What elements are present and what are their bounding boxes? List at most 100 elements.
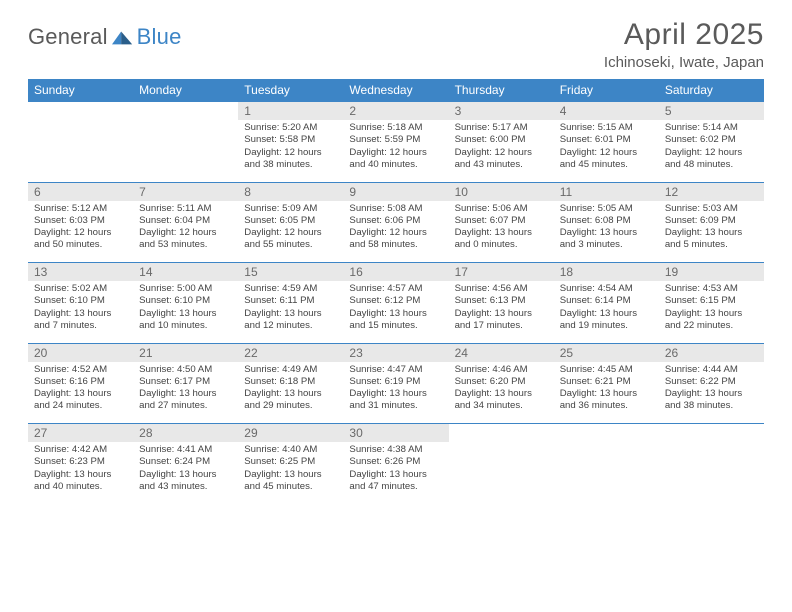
- sunrise-line: Sunrise: 5:11 AM: [139, 203, 232, 215]
- sunrise-line: Sunrise: 5:06 AM: [455, 203, 548, 215]
- sunrise-line: Sunrise: 5:09 AM: [244, 203, 337, 215]
- brand-text-2: Blue: [137, 24, 182, 50]
- day-body-row: Sunrise: 4:42 AMSunset: 6:23 PMDaylight:…: [28, 442, 764, 504]
- day-number: 30: [343, 424, 448, 443]
- sunset-line: Sunset: 6:24 PM: [139, 456, 232, 468]
- day-cell: Sunrise: 5:14 AMSunset: 6:02 PMDaylight:…: [659, 120, 764, 182]
- month-title: April 2025: [604, 18, 764, 52]
- sunset-line: Sunset: 6:10 PM: [139, 295, 232, 307]
- sunrise-line: Sunrise: 5:17 AM: [455, 122, 548, 134]
- sunset-line: Sunset: 6:20 PM: [455, 376, 548, 388]
- day-number: 18: [554, 263, 659, 282]
- daylight-line: Daylight: 13 hours and 29 minutes.: [244, 388, 337, 413]
- daylight-line: Daylight: 12 hours and 53 minutes.: [139, 227, 232, 252]
- daylight-line: Daylight: 13 hours and 19 minutes.: [560, 308, 653, 333]
- day-number: 6: [28, 182, 133, 201]
- daylight-line: Daylight: 13 hours and 34 minutes.: [455, 388, 548, 413]
- daylight-line: Daylight: 12 hours and 48 minutes.: [665, 147, 758, 172]
- day-cell: Sunrise: 4:57 AMSunset: 6:12 PMDaylight:…: [343, 281, 448, 343]
- sunrise-line: Sunrise: 4:46 AM: [455, 364, 548, 376]
- day-number: 5: [659, 102, 764, 121]
- sunrise-line: Sunrise: 4:53 AM: [665, 283, 758, 295]
- day-cell: Sunrise: 4:44 AMSunset: 6:22 PMDaylight:…: [659, 362, 764, 424]
- sunrise-line: Sunrise: 5:03 AM: [665, 203, 758, 215]
- day-cell: Sunrise: 5:00 AMSunset: 6:10 PMDaylight:…: [133, 281, 238, 343]
- daylight-line: Daylight: 13 hours and 43 minutes.: [139, 469, 232, 494]
- weekday-header-row: Sunday Monday Tuesday Wednesday Thursday…: [28, 79, 764, 102]
- day-number-row: 27282930: [28, 424, 764, 443]
- day-cell: Sunrise: 5:05 AMSunset: 6:08 PMDaylight:…: [554, 201, 659, 263]
- daylight-line: Daylight: 13 hours and 15 minutes.: [349, 308, 442, 333]
- day-cell: Sunrise: 4:45 AMSunset: 6:21 PMDaylight:…: [554, 362, 659, 424]
- daylight-line: Daylight: 13 hours and 3 minutes.: [560, 227, 653, 252]
- daylight-line: Daylight: 12 hours and 38 minutes.: [244, 147, 337, 172]
- day-number-row: 6789101112: [28, 182, 764, 201]
- sunset-line: Sunset: 6:06 PM: [349, 215, 442, 227]
- daylight-line: Daylight: 12 hours and 43 minutes.: [455, 147, 548, 172]
- daylight-line: Daylight: 13 hours and 24 minutes.: [34, 388, 127, 413]
- sunrise-line: Sunrise: 5:15 AM: [560, 122, 653, 134]
- sunset-line: Sunset: 6:19 PM: [349, 376, 442, 388]
- day-cell: Sunrise: 5:17 AMSunset: 6:00 PMDaylight:…: [449, 120, 554, 182]
- calendar-table: Sunday Monday Tuesday Wednesday Thursday…: [28, 79, 764, 504]
- daylight-line: Daylight: 13 hours and 40 minutes.: [34, 469, 127, 494]
- sunset-line: Sunset: 6:26 PM: [349, 456, 442, 468]
- day-cell: Sunrise: 4:52 AMSunset: 6:16 PMDaylight:…: [28, 362, 133, 424]
- sunset-line: Sunset: 6:00 PM: [455, 134, 548, 146]
- day-cell: Sunrise: 5:02 AMSunset: 6:10 PMDaylight:…: [28, 281, 133, 343]
- day-cell: Sunrise: 4:53 AMSunset: 6:15 PMDaylight:…: [659, 281, 764, 343]
- day-cell: Sunrise: 4:41 AMSunset: 6:24 PMDaylight:…: [133, 442, 238, 504]
- day-number: 15: [238, 263, 343, 282]
- sunset-line: Sunset: 6:07 PM: [455, 215, 548, 227]
- day-cell: Sunrise: 4:59 AMSunset: 6:11 PMDaylight:…: [238, 281, 343, 343]
- day-body-row: Sunrise: 5:12 AMSunset: 6:03 PMDaylight:…: [28, 201, 764, 263]
- sunset-line: Sunset: 6:11 PM: [244, 295, 337, 307]
- sunrise-line: Sunrise: 5:08 AM: [349, 203, 442, 215]
- day-cell: Sunrise: 4:47 AMSunset: 6:19 PMDaylight:…: [343, 362, 448, 424]
- sunset-line: Sunset: 6:10 PM: [34, 295, 127, 307]
- daylight-line: Daylight: 13 hours and 7 minutes.: [34, 308, 127, 333]
- location-label: Ichinoseki, Iwate, Japan: [604, 54, 764, 71]
- sunrise-line: Sunrise: 4:47 AM: [349, 364, 442, 376]
- sunrise-line: Sunrise: 5:18 AM: [349, 122, 442, 134]
- empty-cell: [449, 424, 554, 443]
- daylight-line: Daylight: 13 hours and 5 minutes.: [665, 227, 758, 252]
- sunset-line: Sunset: 6:25 PM: [244, 456, 337, 468]
- day-cell: Sunrise: 4:54 AMSunset: 6:14 PMDaylight:…: [554, 281, 659, 343]
- day-number: 29: [238, 424, 343, 443]
- sunset-line: Sunset: 6:04 PM: [139, 215, 232, 227]
- sunrise-line: Sunrise: 4:45 AM: [560, 364, 653, 376]
- day-cell: Sunrise: 4:56 AMSunset: 6:13 PMDaylight:…: [449, 281, 554, 343]
- sunrise-line: Sunrise: 5:20 AM: [244, 122, 337, 134]
- day-number: 8: [238, 182, 343, 201]
- sunrise-line: Sunrise: 4:41 AM: [139, 444, 232, 456]
- day-cell: Sunrise: 5:12 AMSunset: 6:03 PMDaylight:…: [28, 201, 133, 263]
- title-block: April 2025 Ichinoseki, Iwate, Japan: [604, 18, 764, 71]
- sunrise-line: Sunrise: 4:56 AM: [455, 283, 548, 295]
- weekday-header: Tuesday: [238, 79, 343, 102]
- sunset-line: Sunset: 6:12 PM: [349, 295, 442, 307]
- day-number-row: 13141516171819: [28, 263, 764, 282]
- sunrise-line: Sunrise: 4:44 AM: [665, 364, 758, 376]
- sunset-line: Sunset: 6:08 PM: [560, 215, 653, 227]
- sunset-line: Sunset: 6:14 PM: [560, 295, 653, 307]
- daylight-line: Daylight: 13 hours and 31 minutes.: [349, 388, 442, 413]
- empty-cell: [659, 424, 764, 443]
- day-number: 3: [449, 102, 554, 121]
- sunrise-line: Sunrise: 4:42 AM: [34, 444, 127, 456]
- weekday-header: Thursday: [449, 79, 554, 102]
- sunset-line: Sunset: 6:15 PM: [665, 295, 758, 307]
- day-number: 24: [449, 343, 554, 362]
- sunrise-line: Sunrise: 4:49 AM: [244, 364, 337, 376]
- daylight-line: Daylight: 12 hours and 58 minutes.: [349, 227, 442, 252]
- day-cell: Sunrise: 5:06 AMSunset: 6:07 PMDaylight:…: [449, 201, 554, 263]
- weekday-header: Monday: [133, 79, 238, 102]
- day-number: 9: [343, 182, 448, 201]
- day-number: 21: [133, 343, 238, 362]
- empty-cell: [28, 102, 133, 121]
- daylight-line: Daylight: 13 hours and 17 minutes.: [455, 308, 548, 333]
- daylight-line: Daylight: 13 hours and 27 minutes.: [139, 388, 232, 413]
- sunset-line: Sunset: 5:59 PM: [349, 134, 442, 146]
- day-cell: Sunrise: 5:15 AMSunset: 6:01 PMDaylight:…: [554, 120, 659, 182]
- sunset-line: Sunset: 5:58 PM: [244, 134, 337, 146]
